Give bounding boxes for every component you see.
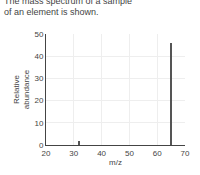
svg-text:40: 40: [34, 52, 43, 61]
svg-text:70: 70: [181, 149, 190, 158]
svg-text:m/z: m/z: [109, 158, 122, 167]
svg-text:The mass spectrum of a sampleo: The mass spectrum of a sampleof an eleme…: [4, 0, 132, 17]
svg-text:30: 30: [34, 74, 43, 83]
svg-text:10: 10: [34, 119, 43, 128]
svg-text:40: 40: [97, 149, 106, 158]
svg-text:20: 20: [34, 96, 43, 105]
svg-text:50: 50: [34, 30, 43, 39]
svg-text:30: 30: [69, 149, 78, 158]
svg-text:0: 0: [39, 141, 44, 150]
svg-text:50: 50: [125, 149, 134, 158]
svg-text:Relativeabundance: Relativeabundance: [12, 69, 31, 109]
svg-text:20: 20: [42, 149, 51, 158]
svg-text:60: 60: [153, 149, 162, 158]
